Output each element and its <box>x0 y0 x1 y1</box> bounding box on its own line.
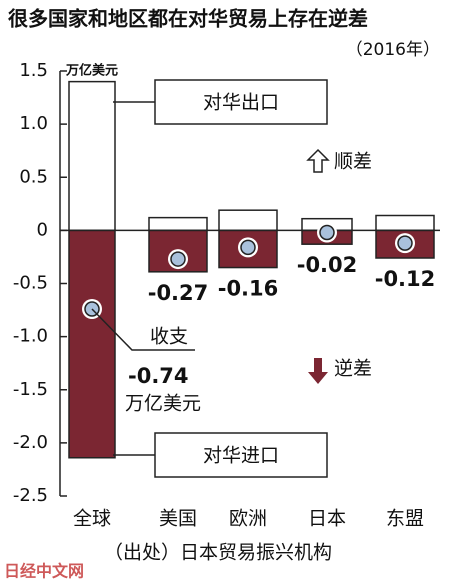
balance-dot <box>170 251 186 267</box>
y-tick-label: -0.5 <box>13 273 48 294</box>
value-label: -0.02 <box>297 253 358 277</box>
y-tick-label: -2.0 <box>13 432 48 453</box>
value-label: -0.16 <box>218 277 279 301</box>
y-tick-label: 0 <box>37 219 48 240</box>
leader <box>91 308 195 351</box>
x-tick-label: 欧洲 <box>229 508 267 530</box>
import-bar <box>68 229 116 459</box>
y-tick-label: -2.5 <box>13 485 48 506</box>
balance-dot <box>240 239 256 256</box>
balance-dot <box>319 224 335 241</box>
export-bar <box>218 209 278 232</box>
balance-name: 收支 <box>150 326 188 348</box>
chart-title: 很多国家和地区都在对华贸易上存在逆差 <box>8 7 368 31</box>
unit-label: 万亿美元 <box>65 63 118 79</box>
value-label: -0.12 <box>375 267 436 291</box>
chart-subtitle: （2016年） <box>346 40 440 60</box>
deficit-label: 逆差 <box>334 358 372 380</box>
export-bar <box>375 214 435 232</box>
import-name: 对华进口 <box>203 445 279 467</box>
balance-dot <box>397 235 413 251</box>
watermark: 日经中文网 <box>4 562 84 581</box>
callout-box <box>154 79 328 125</box>
export-name: 对华出口 <box>203 92 279 114</box>
export-bar <box>68 80 116 232</box>
y-tick-label: 1.0 <box>19 113 48 134</box>
value-label: -0.74 <box>128 364 189 388</box>
surplus-label: 顺差 <box>334 151 372 173</box>
x-tick-label: 日本 <box>308 508 346 530</box>
source: （出处）日本贸易振兴机构 <box>104 542 332 564</box>
export-bar <box>148 216 208 232</box>
x-tick-label: 东盟 <box>386 508 424 530</box>
callout-box <box>154 432 328 478</box>
value-label: -0.27 <box>148 281 209 305</box>
x-tick-label: 全球 <box>73 508 111 530</box>
x-tick-label: 美国 <box>159 508 197 530</box>
down-arrow <box>308 358 328 384</box>
up-arrow <box>306 148 330 173</box>
y-tick-label: 0.5 <box>19 166 48 187</box>
unit-label: 万亿美元 <box>125 393 201 415</box>
y-tick-label: 1.5 <box>19 60 48 81</box>
y-tick-label: -1.0 <box>13 326 48 347</box>
y-tick-label: -1.5 <box>13 379 48 400</box>
